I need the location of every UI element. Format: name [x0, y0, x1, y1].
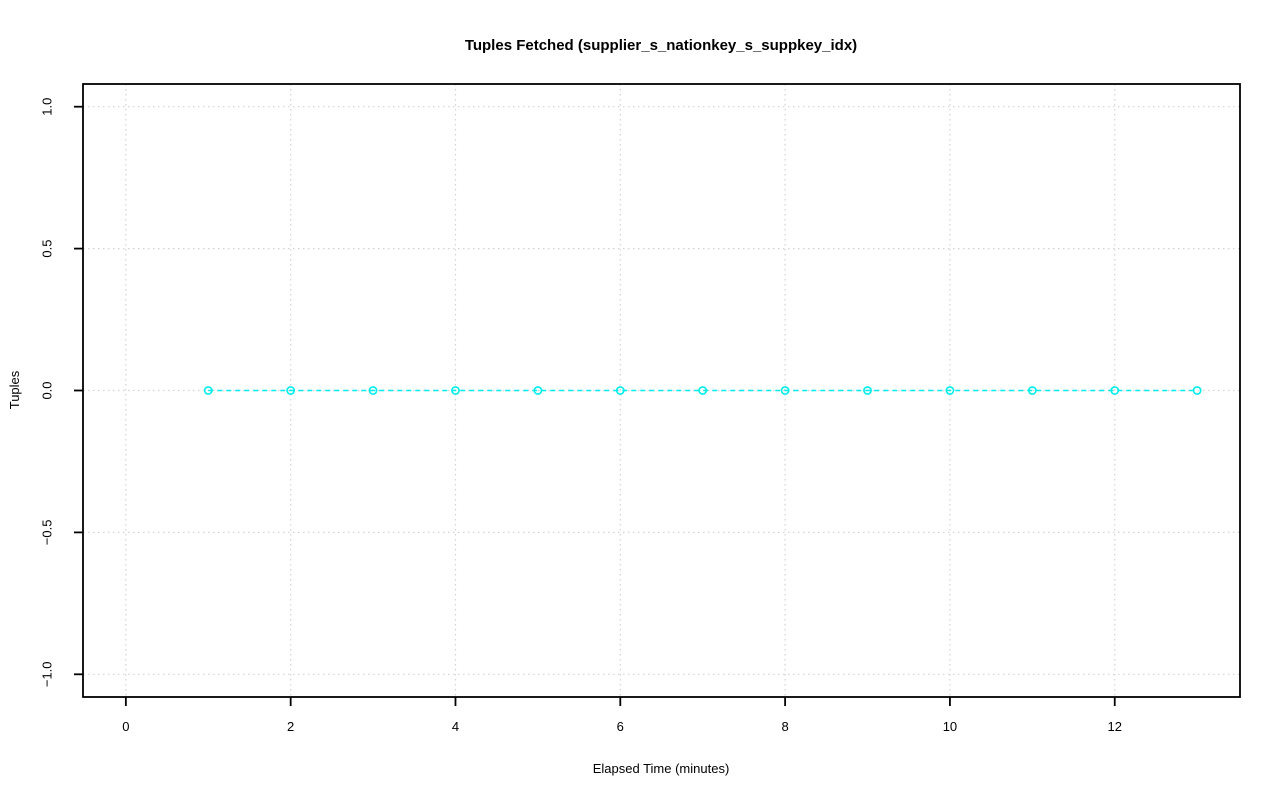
data-point-marker	[368, 386, 378, 395]
data-point-marker	[780, 386, 790, 395]
x-axis-label: Elapsed Time (minutes)	[593, 761, 730, 776]
data-point-marker	[533, 386, 543, 395]
y-axis-label: Tuples	[7, 370, 22, 409]
x-tick-label: 6	[617, 719, 624, 734]
y-tick-label: 0.0	[40, 381, 55, 399]
data-point-marker	[698, 386, 708, 395]
data-point-marker	[1027, 386, 1037, 395]
x-tick-label: 2	[287, 719, 294, 734]
x-tick-label: 10	[943, 719, 957, 734]
series-layer	[203, 386, 1202, 395]
data-point-marker	[863, 386, 872, 395]
y-tick-label: −1.0	[40, 661, 55, 687]
y-tick-label: 1.0	[40, 98, 55, 116]
data-point-marker	[203, 386, 213, 395]
data-point-marker	[945, 386, 955, 395]
data-point-marker	[615, 386, 625, 395]
data-point-marker	[451, 386, 460, 395]
data-point-marker	[1110, 386, 1120, 395]
y-tick-label: 0.5	[40, 240, 55, 258]
data-point-marker	[286, 386, 296, 395]
y-tick-label: −0.5	[40, 520, 55, 546]
tick-layer: 0 2 4 6 8 10 12 1.0 0.5 0.0 −0.5 −1.0	[40, 98, 1122, 734]
data-point-marker	[1192, 386, 1202, 395]
x-tick-label: 0	[122, 719, 129, 734]
x-tick-label: 4	[452, 719, 459, 734]
x-tick-label: 12	[1108, 719, 1122, 734]
x-tick-label: 8	[781, 719, 788, 734]
chart-title: Tuples Fetched (supplier_s_nationkey_s_s…	[465, 37, 857, 54]
